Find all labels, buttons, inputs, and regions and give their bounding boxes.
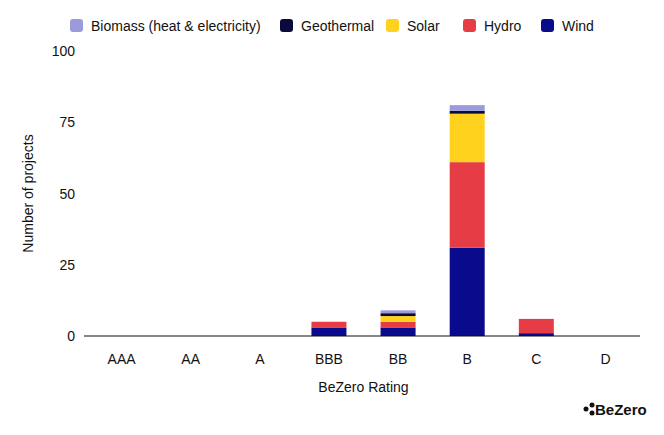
legend-swatch [280,19,293,32]
x-tick-label: A [255,351,265,367]
x-tick-label: AA [181,351,200,367]
x-tick-label: BBB [315,351,343,367]
logo-dot [590,403,595,408]
bar-segment [311,327,346,336]
logo-dot [590,411,595,416]
y-tick-label: 25 [59,257,75,273]
bar-segment [381,327,416,336]
x-axis-line [84,335,640,336]
legend-swatch [386,19,399,32]
y-tick-label: 50 [59,186,75,202]
bar-segment [519,318,554,319]
bar-segment [311,321,346,322]
bar-segment [381,316,416,322]
bar-segment [450,162,485,248]
bar-segment [519,318,554,319]
x-tick-label: AAA [108,351,137,367]
logo-text: BeZero [595,401,647,418]
bar-segment [450,114,485,162]
chart: 0255075100AAAAAABBBBBBCDBeZero RatingNum… [0,0,664,435]
bar-segment [450,111,485,114]
bar-segment [311,321,346,322]
legend-swatch [541,19,554,32]
bar-segment [519,318,554,319]
y-tick-label: 0 [67,328,75,344]
bar-segment [450,248,485,336]
x-tick-label: C [531,351,541,367]
bar-segment [381,322,416,328]
bar-segment [450,105,485,111]
bar-segment [311,321,346,322]
bar-segment [381,310,416,313]
legend-label: Solar [407,18,440,34]
bar-segment [381,313,416,316]
legend-label: Hydro [484,18,522,34]
bars [311,105,553,336]
legend-swatch [70,19,83,32]
bar-segment [519,319,554,333]
x-tick-label: D [600,351,610,367]
logo-dot [584,407,589,412]
x-tick-label: BB [389,351,408,367]
x-tick-label: B [463,351,472,367]
x-axis-title: BeZero Rating [318,379,408,395]
legend-label: Wind [562,18,594,34]
legend-label: Biomass (heat & electricity) [91,18,261,34]
legend-label: Geothermal [301,18,374,34]
y-axis-title: Number of projects [20,134,36,252]
y-tick-label: 100 [52,43,76,59]
y-tick-label: 75 [59,114,75,130]
legend-swatch [463,19,476,32]
bar-segment [311,322,346,328]
logo: BeZero [584,401,647,418]
